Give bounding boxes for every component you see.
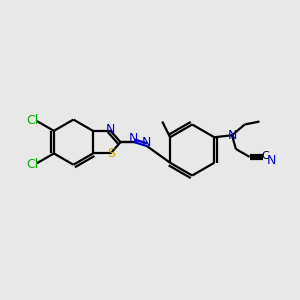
Text: Cl: Cl bbox=[26, 158, 39, 171]
Text: S: S bbox=[107, 147, 115, 160]
Text: N: N bbox=[128, 132, 138, 145]
Text: N: N bbox=[266, 154, 276, 167]
Text: C: C bbox=[262, 151, 269, 161]
Text: N: N bbox=[227, 129, 237, 142]
Text: N: N bbox=[106, 123, 115, 136]
Text: Cl: Cl bbox=[26, 114, 39, 127]
Text: N: N bbox=[141, 136, 151, 148]
